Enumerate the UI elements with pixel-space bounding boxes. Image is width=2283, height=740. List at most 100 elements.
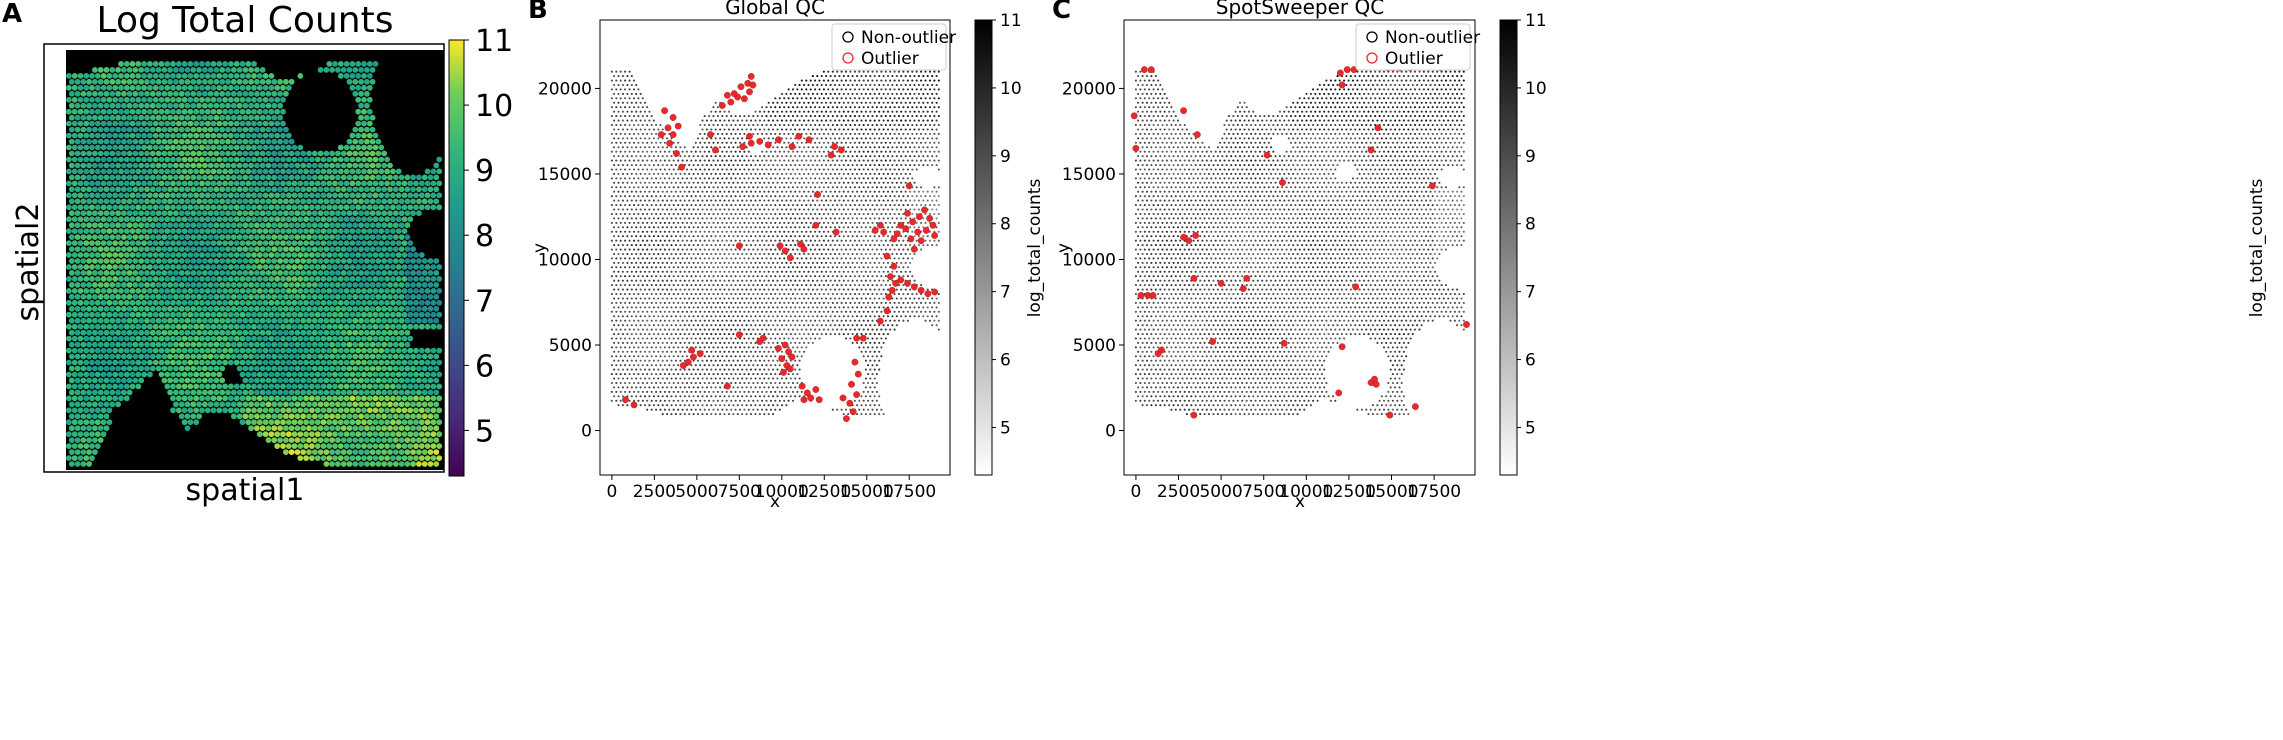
tissue-spot (118, 347, 124, 354)
spot (708, 310, 711, 313)
spot (752, 364, 755, 367)
tissue-spot (173, 90, 179, 97)
tissue-spot (323, 234, 330, 241)
tissue-spot (94, 443, 101, 449)
spot (615, 390, 618, 393)
tissue-spot (337, 431, 344, 438)
spot (772, 350, 775, 353)
tissue-spot (233, 323, 240, 330)
tissue-spot (178, 222, 185, 229)
tissue-spot (248, 425, 255, 432)
tissue-spot (317, 305, 324, 312)
tissue-spot (74, 138, 81, 145)
spot (763, 377, 766, 380)
tissue-spot (277, 210, 283, 217)
tissue-spot (277, 246, 283, 253)
tissue-spot (265, 210, 272, 217)
spot (818, 319, 821, 322)
tissue-spot (149, 186, 156, 193)
spot (696, 404, 700, 407)
tissue-spot (277, 138, 283, 145)
tissue-spot (277, 401, 283, 408)
spot (613, 315, 616, 318)
tissue-spot (207, 114, 214, 121)
tissue-spot (68, 377, 75, 384)
tissue-spot (115, 293, 121, 300)
tissue-spot (274, 299, 281, 306)
tissue-spot (236, 353, 243, 360)
tissue-spot (233, 84, 240, 91)
tissue-spot (251, 156, 257, 163)
tissue-spot (109, 102, 116, 109)
tissue-spot (283, 437, 289, 443)
tissue-spot (83, 96, 90, 103)
tissue-spot (418, 192, 425, 199)
tissue-spot (181, 84, 188, 91)
tissue-spot (349, 359, 356, 366)
tissue-spot (92, 270, 98, 276)
tissue-spot (369, 78, 376, 85)
tissue-spot (309, 264, 315, 270)
spot (681, 346, 684, 349)
spot (610, 310, 613, 313)
tissue-spot (337, 383, 344, 390)
spot (725, 399, 728, 402)
tissue-spot (421, 174, 428, 181)
tissue-spot (268, 156, 275, 163)
tissue-spot (74, 210, 81, 217)
tissue-spot (109, 234, 116, 241)
spot (705, 413, 708, 416)
tissue-spot (355, 407, 362, 414)
spot (690, 310, 693, 313)
tissue-spot (199, 108, 205, 115)
spot (703, 337, 706, 340)
tissue-spot (228, 192, 234, 199)
tissue-spot (401, 204, 408, 211)
tissue-spot (303, 204, 309, 211)
tissue-spot (118, 395, 124, 402)
tissue-spot (297, 347, 304, 354)
spot (630, 350, 633, 353)
tissue-spot (433, 425, 440, 432)
tissue-spot (141, 335, 148, 342)
tissue-spot (254, 114, 260, 121)
spot (772, 395, 775, 398)
tissue-spot (89, 252, 95, 258)
tissue-spot (416, 210, 422, 217)
spot (858, 399, 861, 402)
tissue-spot (97, 90, 104, 97)
tissue-spot (311, 150, 318, 157)
spot (685, 310, 689, 313)
tissue-spot (320, 299, 327, 306)
tissue-spot (271, 138, 278, 145)
tissue-spot (68, 186, 75, 193)
spot (769, 337, 772, 340)
tissue-spot (326, 276, 333, 282)
spot (727, 315, 731, 318)
tissue-spot (294, 234, 301, 241)
spot (705, 306, 708, 309)
spot (732, 377, 735, 380)
spot (650, 390, 653, 393)
tissue-spot (225, 234, 231, 241)
tissue-spot (300, 234, 307, 241)
spot (851, 315, 854, 318)
tissue-spot (378, 156, 385, 163)
spot (772, 359, 775, 362)
tissue-spot (410, 449, 416, 455)
spot (880, 328, 883, 331)
tissue-spot (340, 341, 347, 348)
tissue-spot (335, 341, 341, 348)
tissue-spot (92, 353, 98, 360)
tissue-spot (245, 288, 252, 294)
tissue-spot (294, 329, 301, 336)
tissue-spot (256, 347, 263, 354)
spot (626, 359, 629, 362)
tissue-spot (92, 138, 98, 145)
tissue-spot (89, 347, 95, 354)
spot (655, 408, 658, 411)
tissue-spot (277, 150, 283, 157)
tissue-spot (219, 138, 226, 145)
tissue-spot (254, 198, 260, 205)
tissue-spot (74, 425, 81, 432)
